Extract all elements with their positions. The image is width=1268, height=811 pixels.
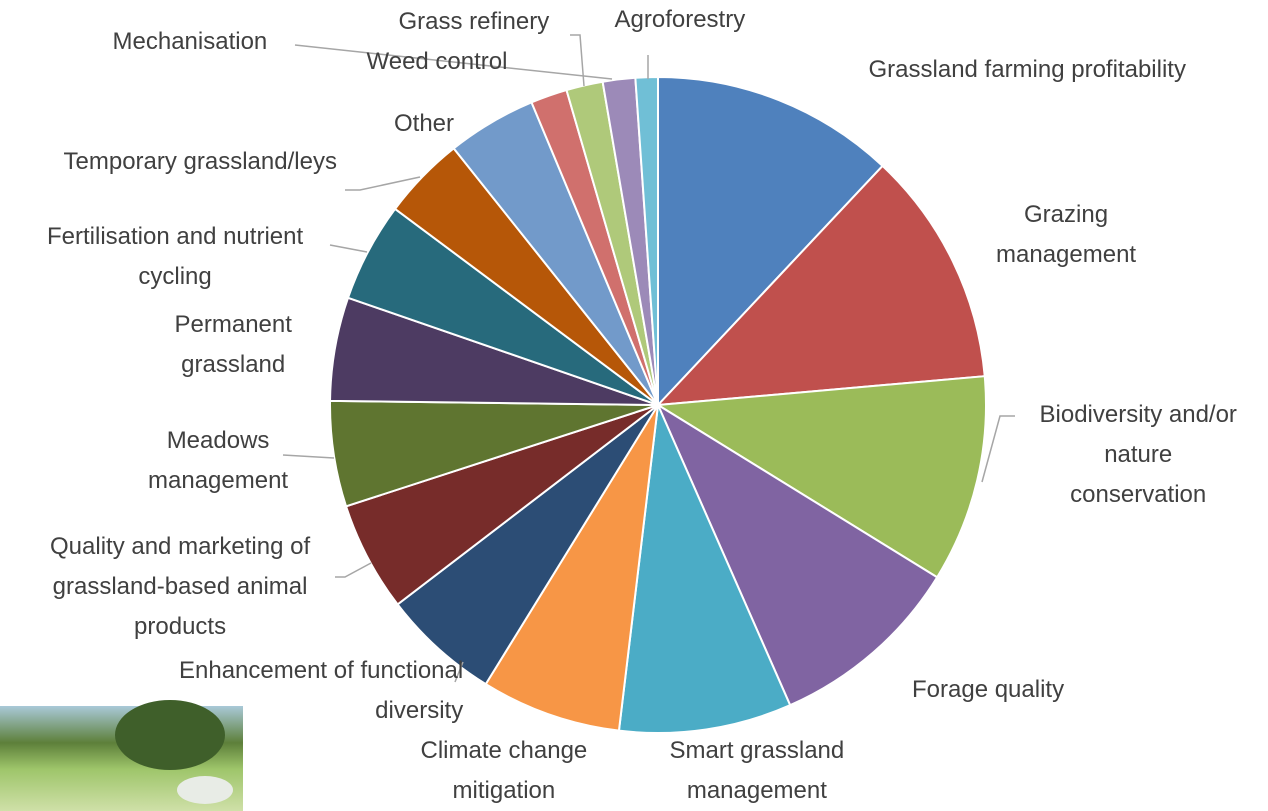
pie-slice xyxy=(634,75,659,406)
leader-line xyxy=(282,454,335,459)
leader-line xyxy=(345,176,421,191)
slice-label: Forage quality xyxy=(912,676,1065,703)
leader-line xyxy=(329,244,368,253)
slice-label: Grazing management xyxy=(996,201,1137,268)
leader-line xyxy=(454,661,464,683)
slice-label: Temporary grassland/leys xyxy=(63,148,337,175)
slice-label: Weed control xyxy=(366,48,508,75)
pie-slice xyxy=(484,404,659,732)
leader-line xyxy=(294,44,613,80)
slice-label: Smart grassland management xyxy=(669,737,845,804)
slice-label: Biodiversity and/or nature conservation xyxy=(1039,401,1237,508)
slice-label: Grass refinery xyxy=(398,8,550,35)
slice-label: Agroforestry xyxy=(614,6,746,33)
slice-label: Fertilisation and nutrient cycling xyxy=(47,223,304,290)
pie-slice xyxy=(655,164,986,407)
slice-label: Other xyxy=(394,110,455,137)
leader-line xyxy=(981,415,1015,483)
slice-label: Permanent grassland xyxy=(174,311,292,378)
leader-line xyxy=(570,34,585,87)
photo-tree xyxy=(115,700,225,770)
leader-line xyxy=(335,562,372,578)
slice-label: Meadows management xyxy=(148,427,289,494)
pie xyxy=(329,75,987,734)
pie-slice xyxy=(657,75,884,408)
leader-lines xyxy=(282,34,1015,683)
pie-slice xyxy=(617,401,792,734)
pie-slice xyxy=(654,375,987,579)
slice-label: Mechanisation xyxy=(112,28,268,55)
slice-label: Enhancement of functional diversity xyxy=(179,657,464,724)
slice-label: Quality and marketing of grassland-based… xyxy=(50,533,311,640)
pie-slice xyxy=(655,402,939,707)
slice-label: Grassland farming profitability xyxy=(868,56,1186,83)
slice-label: Climate change mitigation xyxy=(420,737,588,804)
photo-animal xyxy=(177,776,233,804)
